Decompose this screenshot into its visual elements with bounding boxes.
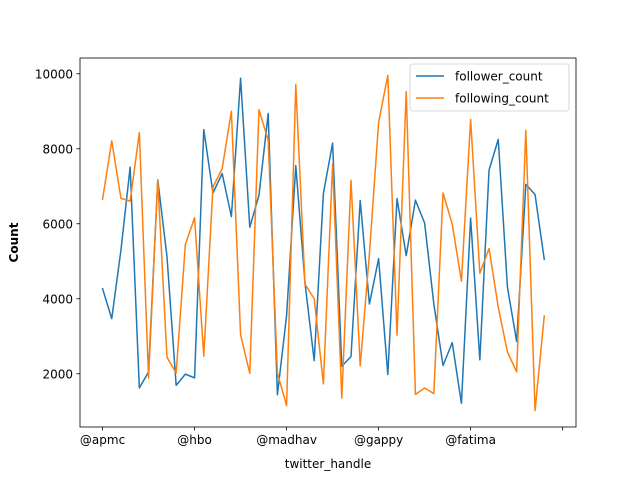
y-axis-label: Count [7, 222, 21, 262]
legend: follower_count following_count [409, 63, 570, 112]
y-tick-label: 10000 [35, 67, 73, 81]
series-line-follower-count [101, 77, 546, 405]
x-tick-label: @hbo [177, 433, 212, 447]
legend-label-follower-count: follower_count [455, 70, 543, 84]
series-line-following-count [101, 74, 546, 412]
x-tick-label: @gappy [354, 433, 403, 447]
x-tick-label: @fatima [445, 433, 496, 447]
legend-box [409, 63, 570, 112]
y-tick-label: 6000 [42, 217, 73, 231]
y-tick-label: 4000 [42, 292, 73, 306]
x-tick-label: @madhav [256, 433, 317, 447]
x-tick-label: @apmc [80, 433, 125, 447]
legend-label-following-count: following_count [455, 92, 549, 106]
y-tick-label: 2000 [42, 367, 73, 381]
x-axis-label: twitter_handle [285, 457, 371, 471]
plot-area-frame [79, 57, 577, 428]
y-tick-label: 8000 [42, 142, 73, 156]
